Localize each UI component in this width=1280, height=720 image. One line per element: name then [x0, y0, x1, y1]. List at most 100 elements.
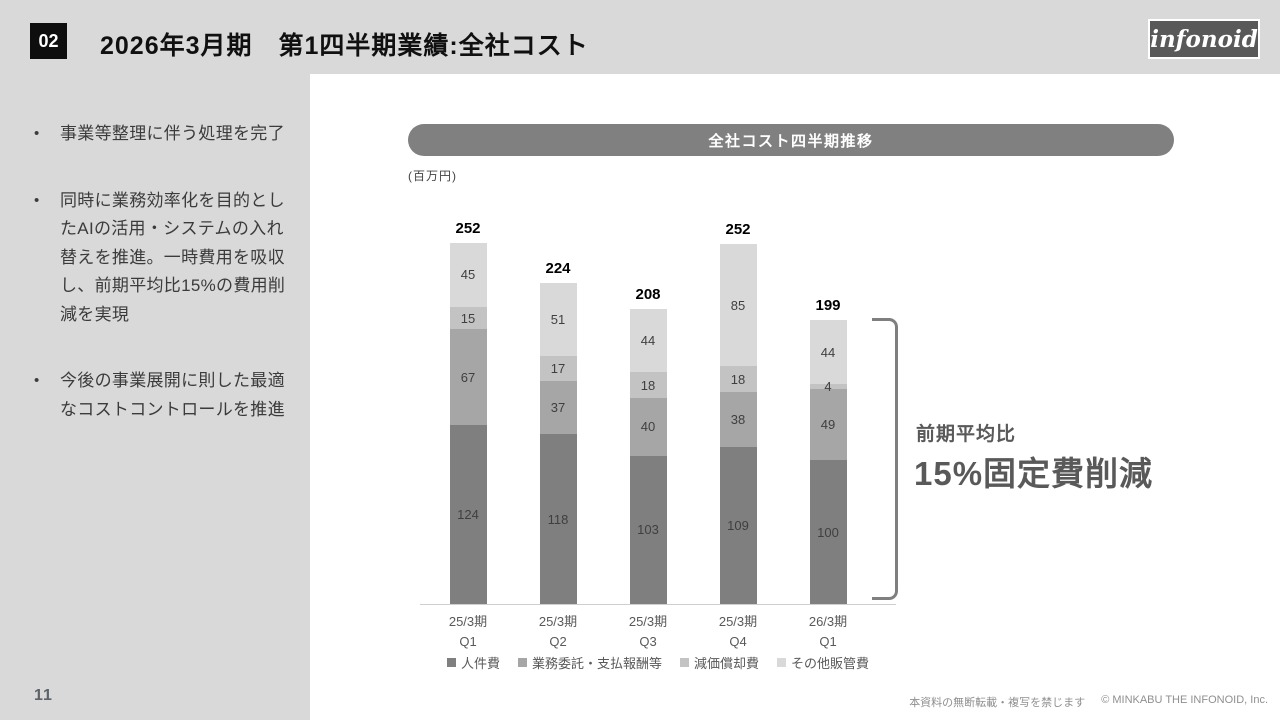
page-number: 11 [34, 687, 53, 704]
bar-value-label: 40 [640, 419, 656, 435]
bar-value-label: 15 [460, 310, 476, 326]
bullet-icon: • [34, 125, 40, 142]
page-title: 2026年3月期 第1四半期業績:全社コスト [100, 32, 589, 60]
x-axis-label: 25/3期 Q1 [423, 612, 513, 652]
legend-label: 人件費 [460, 656, 500, 671]
bar-value-label: 118 [547, 511, 569, 527]
highlight-bracket [872, 318, 898, 600]
chart-plot: 124 67 15 45 252 25/3期 Q1 118 37 17 51 224 25/3期 Q2 10… [420, 190, 896, 649]
list-item: • 今後の事業展開に則した最適なコストコントロールを推進 [34, 367, 292, 424]
bar-segment: 45 [449, 242, 487, 308]
bar-value-label: 18 [640, 377, 656, 393]
bar-segment: 15 [449, 307, 487, 329]
x-axis-label-line: Q4 [729, 634, 747, 649]
bar-total-label: 208 [635, 285, 661, 303]
bar-segment: 40 [629, 398, 667, 456]
bar-segment: 49 [809, 389, 847, 460]
section-number: 02 [38, 30, 59, 51]
legend-item: 減価償却費 [680, 653, 759, 672]
legend-item: 業務委託・支払報酬等 [517, 653, 662, 672]
bar-value-label: 18 [730, 371, 746, 387]
bar-segment: 4 [809, 379, 847, 394]
sidebar [0, 74, 310, 720]
x-axis-label-line: 26/3期 [808, 614, 848, 629]
bar-value-label: 124 [457, 507, 479, 523]
x-axis-label: 25/3期 Q4 [693, 612, 783, 652]
bar-segment: 124 [449, 425, 487, 604]
bar-value-label: 4 [824, 379, 832, 395]
bar-value-label: 17 [550, 361, 566, 377]
bar-segment: 18 [629, 372, 667, 399]
x-axis-label-line: 25/3期 [718, 614, 758, 629]
annotation-headline: 15%固定費削減 [914, 455, 1154, 492]
bullet-icon: • [34, 191, 40, 209]
bar-value-label: 100 [817, 524, 839, 540]
legend-swatch-icon [777, 658, 787, 667]
chart-title-pill: 全社コスト四半期推移 [408, 124, 1174, 156]
x-axis-label-line: 25/3期 [628, 614, 668, 629]
bar-value-label: 49 [820, 417, 836, 433]
legend-swatch-icon [680, 658, 689, 667]
bar-segment: 37 [539, 380, 577, 435]
x-axis-label-line: 25/3期 [448, 614, 488, 629]
bar-value-label: 44 [640, 333, 656, 348]
logo-text: infonoid [1150, 25, 1258, 53]
annotation-subtitle: 前期平均比 [916, 424, 1017, 445]
bar-value-label: 103 [637, 522, 659, 538]
bar-total-label: 224 [545, 259, 571, 277]
bar-value-label: 67 [460, 369, 476, 385]
bullet-icon: • [34, 372, 40, 389]
bar-value-label: 44 [820, 344, 836, 360]
chart-legend: 人件費 業務委託・支払報酬等 減価償却費 その他販管費 [420, 653, 896, 672]
bar-segment: 103 [629, 455, 667, 604]
bar-segment: 18 [719, 366, 757, 393]
bar-total-label: 252 [725, 221, 751, 238]
bar-segment: 17 [539, 356, 577, 381]
footer-notice: 本資料の無断転載・複写を禁じます [909, 697, 1086, 709]
unit-label: (百万円) [408, 169, 457, 183]
x-axis-label-line: Q1 [459, 634, 477, 649]
bar-value-label: 85 [730, 297, 746, 313]
bar-column: 118 37 17 51 [539, 282, 577, 604]
bar-segment: 109 [719, 447, 757, 604]
list-item: • 同時に業務効率化を目的としたAIの活用・システムの入れ替えを推進。一時費用を… [34, 187, 292, 330]
chart-title: 全社コスト四半期推移 [708, 132, 874, 150]
bar-value-label: 109 [727, 518, 749, 534]
bar-segment: 118 [539, 434, 577, 604]
x-axis-label: 25/3期 Q2 [513, 612, 603, 652]
bar-total-label: 252 [455, 219, 481, 237]
sidebar-bullet-list: • 事業等整理に伴う処理を完了 • 同時に業務効率化を目的としたAIの活用・シス… [34, 120, 292, 462]
bar-column: 124 67 15 45 [449, 242, 487, 604]
bar-segment: 51 [539, 282, 577, 357]
x-axis-label-line: Q2 [549, 634, 567, 649]
legend-item: 人件費 [446, 653, 500, 672]
company-logo: infonoid [1148, 19, 1260, 59]
bullet-text: 事業等整理に伴う処理を完了 [60, 124, 285, 143]
legend-label: 減価償却費 [694, 656, 760, 671]
bar-segment: 67 [449, 328, 487, 426]
bar-segment: 100 [809, 460, 847, 604]
bar-column: 109 38 18 85 [719, 244, 757, 604]
x-axis-label: 26/3期 Q1 [783, 612, 873, 652]
bar-value-label: 37 [550, 399, 566, 415]
legend-item: その他販管費 [777, 653, 869, 672]
footer-copyright: © MINKABU THE INFONOID, Inc. [1101, 694, 1268, 706]
bar-segment: 44 [809, 320, 847, 384]
x-axis-label-line: Q3 [639, 634, 657, 649]
bullet-text: 今後の事業展開に則した最適なコストコントロールを推進 [60, 371, 285, 419]
footer: 本資料の無断転載・複写を禁じます © MINKABU THE INFONOID,… [909, 694, 1268, 710]
bar-segment: 44 [629, 308, 667, 373]
legend-label: 業務委託・支払報酬等 [531, 656, 662, 671]
bullet-text: 同時に業務効率化を目的としたAIの活用・システムの入れ替えを推進。一時費用を吸収… [60, 190, 286, 324]
bar-column: 103 40 18 44 [629, 308, 667, 604]
bar-segment: 85 [719, 244, 757, 367]
x-axis-label: 25/3期 Q3 [603, 612, 693, 652]
bar-value-label: 51 [550, 312, 566, 328]
bar-column: 100 49 4 44 [809, 320, 847, 604]
section-number-badge: 02 [30, 23, 67, 59]
x-axis-label-line: Q1 [819, 634, 837, 649]
bar-value-label: 38 [730, 412, 746, 428]
legend-swatch-icon [517, 658, 527, 667]
legend-label: その他販管費 [791, 656, 870, 671]
